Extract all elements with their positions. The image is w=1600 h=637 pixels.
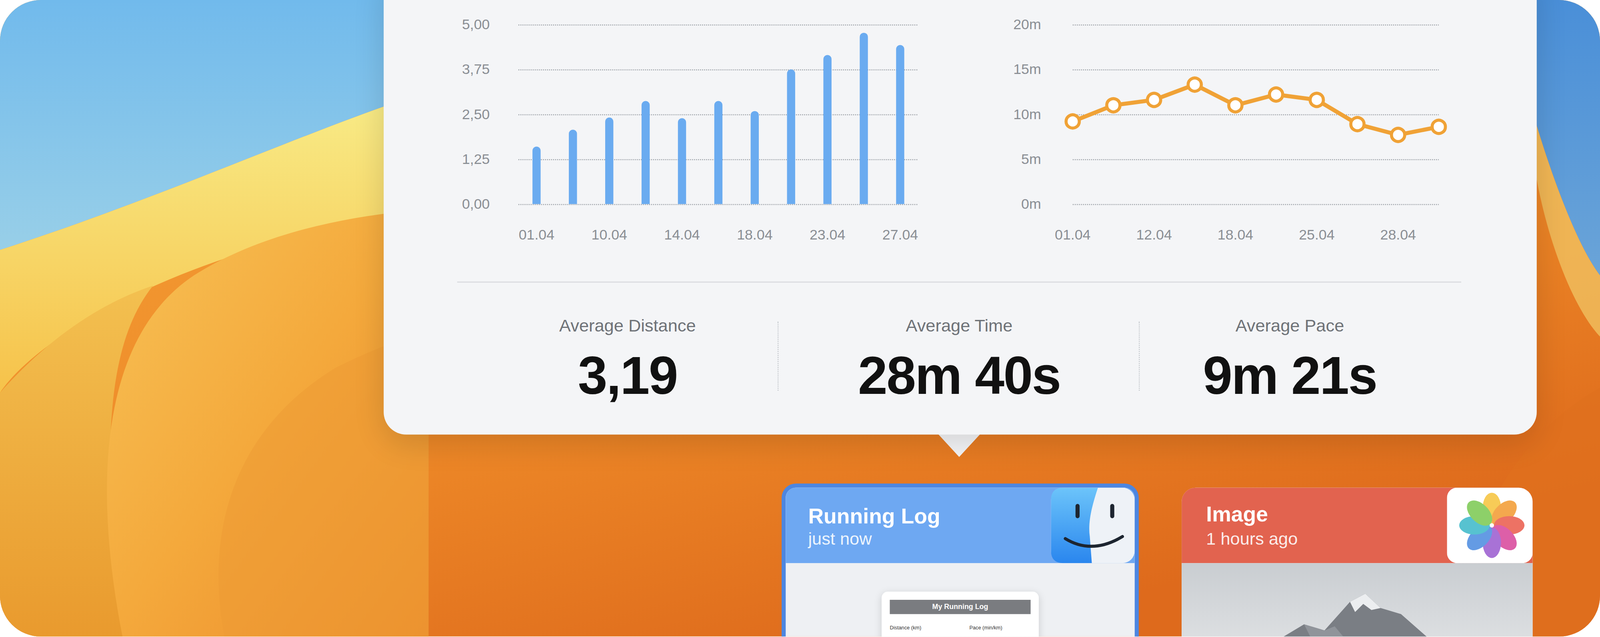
html-text:Average Distance: Average Distance: [559, 316, 696, 336]
html-text:Image: Image: [1206, 502, 1269, 526]
html-text:My Running Log: My Running Log: [932, 603, 989, 611]
svg-text:14.04: 14.04: [664, 226, 700, 243]
html-text:just now: just now: [808, 529, 872, 549]
html-text:Average Pace: Average Pace: [1235, 316, 1345, 336]
svg-text:3,75: 3,75: [462, 61, 490, 78]
html-text:28m 40s: 28m 40s: [858, 345, 1061, 406]
svg-text:15m: 15m: [1013, 61, 1041, 78]
svg-text:01.04: 01.04: [518, 226, 555, 243]
svg-text:2,50: 2,50: [462, 106, 490, 123]
svg-text:5m: 5m: [1021, 151, 1042, 168]
html-text:3,19: 3,19: [577, 345, 678, 406]
html-text:Pace (min/km): Pace (min/km): [969, 624, 1003, 631]
svg-text:20m: 20m: [1013, 16, 1041, 33]
svg-text:10.04: 10.04: [591, 226, 628, 243]
html-text:Distance (km): Distance (km): [889, 624, 922, 631]
svg-text:5,00: 5,00: [462, 16, 490, 33]
html-text:Average Time: Average Time: [905, 316, 1013, 336]
svg-text:18.04: 18.04: [736, 226, 773, 243]
svg-text:18.04: 18.04: [1217, 226, 1254, 243]
svg-text:27.04: 27.04: [882, 226, 918, 243]
svg-text:28.04: 28.04: [1380, 226, 1416, 243]
svg-text:1,25: 1,25: [462, 151, 490, 168]
svg-text:25.04: 25.04: [1298, 226, 1335, 243]
html-text:9m 21s: 9m 21s: [1202, 345, 1377, 406]
svg-text:23.04: 23.04: [809, 226, 846, 243]
svg-text:12.04: 12.04: [1136, 226, 1172, 243]
html-text:Running Log: Running Log: [808, 504, 941, 528]
svg-text:0m: 0m: [1021, 196, 1042, 212]
svg-text:0,00: 0,00: [462, 196, 490, 212]
html-text:1 hours ago: 1 hours ago: [1206, 529, 1298, 549]
svg-text:01.04: 01.04: [1054, 226, 1091, 243]
svg-text:10m: 10m: [1013, 106, 1041, 123]
